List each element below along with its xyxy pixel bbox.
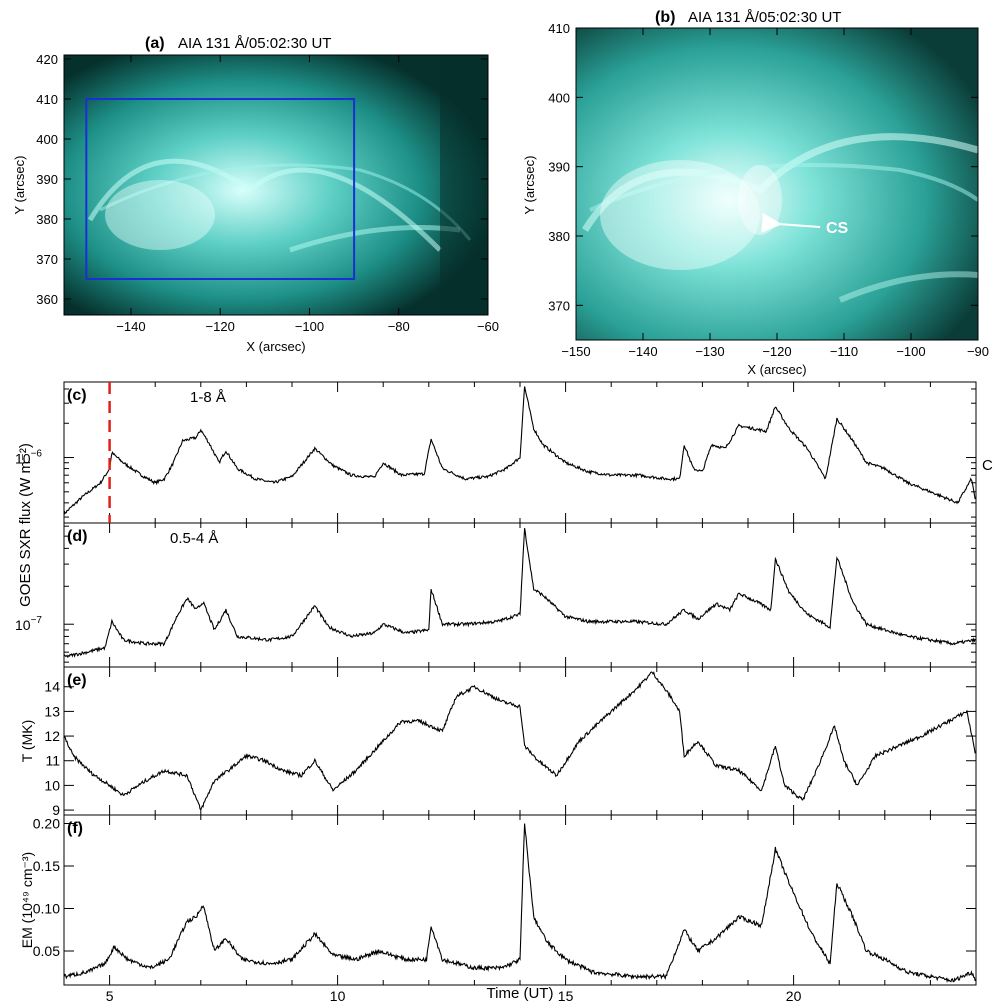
x-tick-label: −120 xyxy=(762,344,791,359)
y-tick-label: 370 xyxy=(36,252,58,267)
time-tick-label: 20 xyxy=(786,988,802,1002)
y-tick-label: 12 xyxy=(44,728,60,744)
x-tick-label: −100 xyxy=(295,319,324,334)
time-tick-label: 5 xyxy=(106,988,114,1002)
panel-b-title: AIA 131 Å/05:02:30 UT xyxy=(688,9,841,26)
y-tick-label: 390 xyxy=(548,160,570,175)
ts-ylabel: T (MK) xyxy=(19,720,35,763)
ts-panel: 10−6 (c) 1-8 Å xyxy=(15,381,977,524)
x-tick-label: −90 xyxy=(967,344,989,359)
y-tick-label: 0.10 xyxy=(33,901,60,917)
y-tick-label: 14 xyxy=(44,679,60,695)
series-name: 1-8 Å xyxy=(190,389,226,406)
time-xlabel: Time (UT) xyxy=(487,985,554,1002)
shared-ylabel: GOES SXR flux (W m⁻²) xyxy=(17,443,34,607)
panel-b-axes: −150 −140 −130 −120 −110 −100 −90 370 380 390 400 4… xyxy=(548,21,989,359)
panel-a-label: (a) xyxy=(145,35,165,52)
y-tick-label: 10 xyxy=(44,777,60,793)
right-letter: C xyxy=(982,457,993,474)
series-line xyxy=(63,823,976,983)
panel-b-image xyxy=(576,28,978,340)
x-tick-label: −60 xyxy=(477,319,499,334)
x-tick-label: −140 xyxy=(628,344,657,359)
time-tick-label: 10 xyxy=(330,988,346,1002)
panel-a-xlabel: X (arcsec) xyxy=(246,339,305,354)
x-tick-label: −80 xyxy=(388,319,410,334)
y-tick-label: 390 xyxy=(36,172,58,187)
cs-label: CS xyxy=(826,220,849,237)
y-tick-label: 410 xyxy=(548,21,570,36)
panel-b-ylabel: Y (arcsec) xyxy=(522,156,537,215)
x-tick-label: −150 xyxy=(561,344,590,359)
ts-panel-label: (f) xyxy=(67,820,83,837)
y-tick-label: 9 xyxy=(52,802,60,818)
y-tick-label: 360 xyxy=(36,292,58,307)
y-tick-label: 400 xyxy=(548,90,570,105)
panel-a-image xyxy=(64,55,488,315)
y-tick-label: 400 xyxy=(36,132,58,147)
y-tick-label: 380 xyxy=(548,229,570,244)
series-line xyxy=(63,528,976,659)
series-line xyxy=(63,671,976,811)
y-tick-label: 11 xyxy=(45,753,60,769)
x-tick-label: −140 xyxy=(116,319,145,334)
cs-arrow xyxy=(761,212,821,233)
x-tick-label: −130 xyxy=(695,344,724,359)
y-tick-label: 10−6 xyxy=(15,449,42,467)
ts-panel-label: (d) xyxy=(67,528,87,545)
ts-frame xyxy=(63,666,977,816)
panel-a-frame xyxy=(63,54,489,316)
ts-panel: 9 10 11 12 13 14 (e) T (MK) xyxy=(19,666,977,818)
time-tick-label: 15 xyxy=(558,988,574,1002)
y-tick-label: 10−7 xyxy=(15,615,42,633)
x-tick-label: −120 xyxy=(206,319,235,334)
ts-panel: 10−7 (d) 0.5-4 Å xyxy=(15,522,977,668)
y-tick-label: 0.15 xyxy=(33,858,60,874)
y-tick-label: 380 xyxy=(36,212,58,227)
panel-a: (a) AIA 131 Å/05:02:30 UT −140 −120 −100 −8… xyxy=(12,35,499,354)
y-tick-label: 0.20 xyxy=(33,816,60,832)
y-tick-label: 0.05 xyxy=(33,943,60,959)
ts-panel-label: (c) xyxy=(67,387,87,404)
panel-a-zoom-box xyxy=(85,98,356,280)
series-line xyxy=(63,386,976,516)
x-tick-label: −100 xyxy=(896,344,925,359)
ts-ylabel: EM (10⁴⁹ cm⁻³) xyxy=(19,852,35,948)
ts-panel: 0.05 0.10 0.15 0.20 (f) EM (10⁴⁹ cm⁻³) xyxy=(19,814,977,986)
y-tick-label: 410 xyxy=(36,92,58,107)
panel-b-label: (b) xyxy=(655,9,675,26)
y-tick-label: 420 xyxy=(36,52,58,67)
panel-a-title: AIA 131 Å/05:02:30 UT xyxy=(178,35,331,52)
panel-b-xlabel: X (arcsec) xyxy=(747,362,806,377)
panel-a-ylabel: Y (arcsec) xyxy=(12,156,27,215)
time-series-stack: 10−6 (c) 1-8 Å 10−7 (d) 0.5-4 Å 9 10 11 12 13 14 (e)… xyxy=(15,381,977,1002)
ts-panel-label: (e) xyxy=(67,672,87,689)
series-name: 0.5-4 Å xyxy=(170,530,218,547)
y-tick-label: 370 xyxy=(548,298,570,313)
panel-a-axes: −140 −120 −100 −80 −60 360 370 380 390 400 410 420 xyxy=(36,52,499,334)
panel-b: (b) AIA 131 Å/05:02:30 UT CS −150 −140 −13… xyxy=(522,9,989,377)
y-tick-label: 13 xyxy=(44,703,60,719)
x-tick-label: −110 xyxy=(830,344,858,359)
